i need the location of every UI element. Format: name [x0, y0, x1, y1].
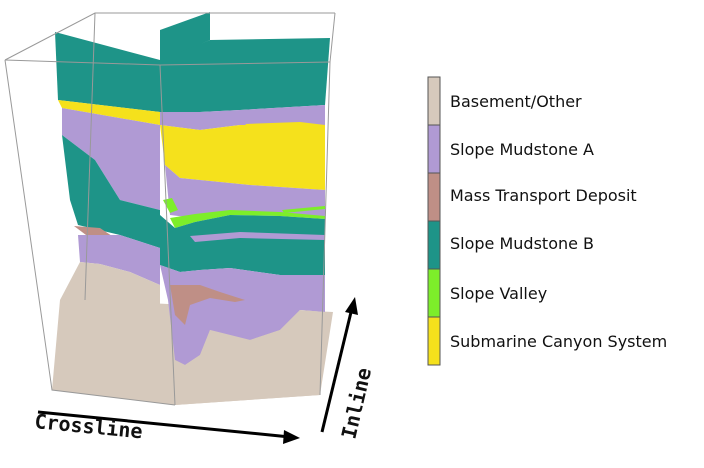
legend-label-5: Submarine Canyon System — [450, 332, 667, 351]
legend-swatch-0 — [427, 76, 441, 126]
inline-mudstone-a-mid — [165, 165, 325, 218]
inline-slope-valley-1 — [163, 198, 178, 213]
crossline-arrowhead — [283, 430, 300, 444]
legend-swatch-4 — [427, 268, 441, 318]
inline-mtd — [170, 285, 245, 325]
legend-swatch-3 — [427, 220, 441, 270]
legend-label-0: Basement/Other — [450, 92, 582, 111]
bounding-box — [4, 12, 336, 406]
legend-label-3: Slope Mudstone B — [450, 234, 594, 253]
inline-arrowhead — [345, 297, 358, 315]
inline-slope-valley-2 — [170, 210, 325, 228]
inline-canyon-streak — [245, 122, 325, 129]
back-panel-top — [160, 12, 210, 62]
inline-label: Inline — [336, 365, 376, 441]
crossline-basement — [52, 262, 160, 400]
inline-basement — [160, 310, 325, 405]
inline-mudstone-b-low — [190, 232, 325, 242]
legend-label-1: Slope Mudstone A — [450, 140, 594, 159]
legend-swatch-1 — [427, 124, 441, 174]
inline-mudstone-b-top — [160, 38, 330, 112]
crossline-mudstone-a-lower — [78, 235, 160, 285]
crossline-section — [52, 32, 160, 400]
legend-swatch-2 — [427, 172, 441, 222]
legend-label-2: Mass Transport Deposit — [450, 186, 637, 205]
crossline-canyon-band — [58, 100, 160, 125]
legend-label-4: Slope Valley — [450, 284, 547, 303]
inline-slope-valley-3 — [282, 206, 325, 213]
legend-swatch-5 — [427, 316, 441, 366]
crossline-axis: Crossline — [34, 409, 300, 444]
inline-canyon — [160, 125, 325, 190]
inline-mudstone-b-mid — [160, 215, 325, 275]
crossline-mudstone-b-mid — [62, 135, 160, 248]
legend: Basement/Other Slope Mudstone A Mass Tra… — [427, 76, 667, 366]
crossline-label: Crossline — [34, 409, 144, 443]
inline-section — [160, 38, 330, 405]
crossline-mudstone-b-top — [55, 32, 160, 112]
crossline-mudstone-a-upper — [62, 108, 160, 210]
